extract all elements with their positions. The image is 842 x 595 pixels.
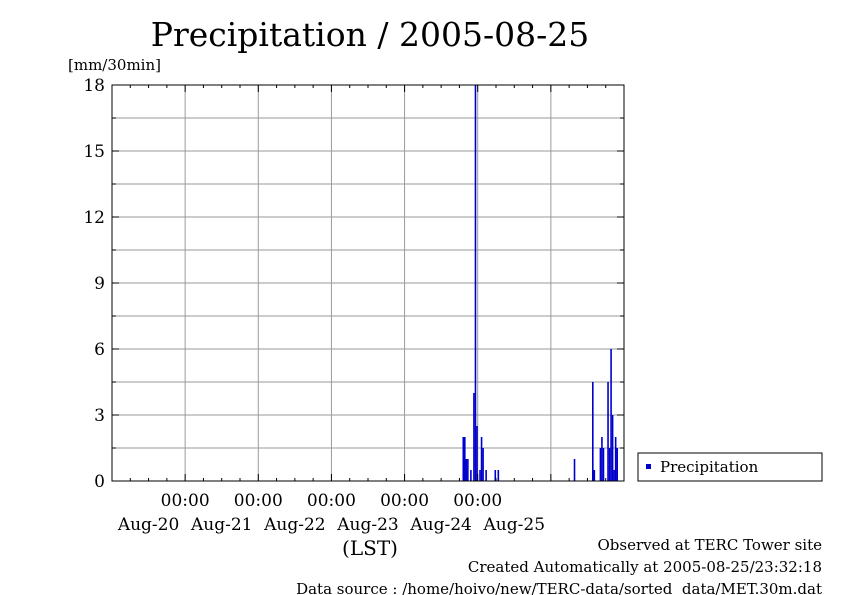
precipitation-bar xyxy=(479,470,481,481)
chart-title: Precipitation / 2005-08-25 xyxy=(151,15,589,54)
x-axis-label: (LST) xyxy=(342,536,398,560)
precipitation-bar xyxy=(464,437,466,481)
precipitation-bar xyxy=(592,382,594,481)
precipitation-bars xyxy=(462,85,618,481)
y-axis-unit-label: [mm/30min] xyxy=(68,56,161,74)
x-time-label: 00:00 xyxy=(453,491,502,511)
x-date-label: Aug-24 xyxy=(409,515,471,535)
precipitation-bar xyxy=(462,437,465,481)
x-axis-tick-labels: 00:00 00:00 00:00 00:00 00:00 Aug-20 Aug-21 Aug… xyxy=(117,491,545,535)
precipitation-bar xyxy=(593,470,596,481)
y-tick-label: 0 xyxy=(94,472,105,492)
precipitation-bar xyxy=(476,426,478,481)
x-time-label: 00:00 xyxy=(161,491,210,511)
precipitation-bar xyxy=(613,470,615,481)
precipitation-bar xyxy=(494,470,497,481)
precipitation-bar xyxy=(602,448,605,481)
x-date-label: Aug-25 xyxy=(483,515,545,535)
precipitation-bar xyxy=(610,349,612,481)
x-date-label: Aug-21 xyxy=(190,515,252,535)
footer-created-time: Created Automatically at 2005-08-25/23:3… xyxy=(468,558,822,576)
y-tick-label: 12 xyxy=(83,208,105,228)
y-tick-label: 6 xyxy=(94,340,105,360)
precipitation-bar xyxy=(616,448,618,481)
precipitation-bar xyxy=(573,459,576,481)
footer-data-source: Data source : /home/hoivo/new/TERC-data/… xyxy=(296,580,822,595)
y-tick-label: 3 xyxy=(94,406,105,426)
precipitation-bar xyxy=(473,393,475,481)
precipitation-bar xyxy=(614,437,617,481)
x-date-label: Aug-20 xyxy=(117,515,179,535)
precipitation-bar xyxy=(497,470,500,481)
precipitation-bar xyxy=(608,448,611,481)
y-tick-label: 9 xyxy=(94,274,105,294)
precipitation-bar xyxy=(485,470,487,481)
precipitation-bar xyxy=(470,470,472,481)
y-tick-label: 18 xyxy=(83,76,105,96)
y-tick-label: 15 xyxy=(83,142,105,162)
precipitation-bar xyxy=(474,85,477,481)
precipitation-bar xyxy=(611,415,614,481)
x-date-label: Aug-22 xyxy=(263,515,325,535)
legend-label-precipitation: Precipitation xyxy=(660,458,759,476)
y-axis-tick-labels: 0 3 6 9 12 15 18 xyxy=(83,76,105,492)
legend-box xyxy=(637,452,823,482)
precipitation-bar xyxy=(601,437,603,481)
x-time-label: 00:00 xyxy=(234,491,283,511)
legend-swatch xyxy=(646,464,651,469)
precipitation-bar xyxy=(607,382,609,481)
precipitation-bar xyxy=(465,459,468,481)
x-time-label: 00:00 xyxy=(307,491,356,511)
axis-tick-marks xyxy=(111,84,625,482)
footer-observed-site: Observed at TERC Tower site xyxy=(597,536,822,554)
x-time-label: 00:00 xyxy=(380,491,429,511)
legend: Precipitation xyxy=(637,452,823,482)
precipitation-bar xyxy=(482,448,484,481)
precipitation-bar xyxy=(599,448,602,481)
x-date-label: Aug-23 xyxy=(336,515,398,535)
precipitation-bar xyxy=(480,437,483,481)
grid-lines xyxy=(112,85,624,481)
precipitation-bar xyxy=(467,459,469,481)
chart-footer: Observed at TERC Tower site Created Auto… xyxy=(296,536,822,595)
